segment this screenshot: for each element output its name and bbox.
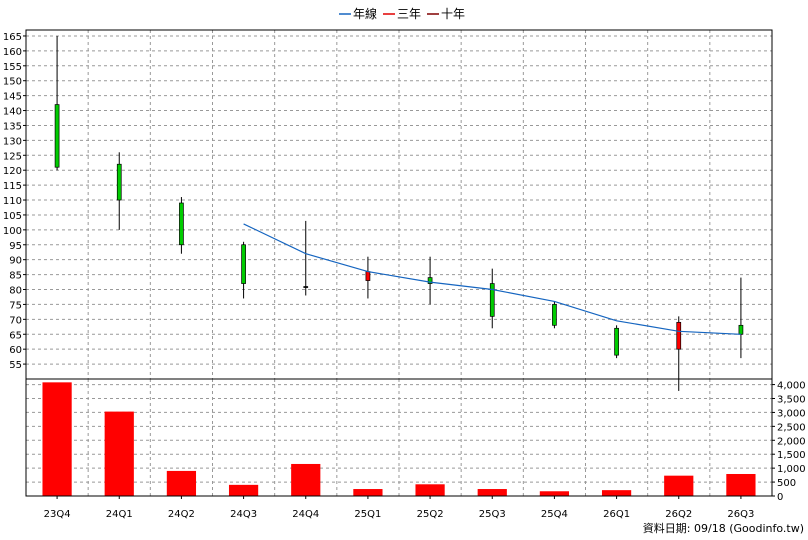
y-tick-label: 130 <box>3 136 22 147</box>
x-tick-label: 25Q1 <box>354 509 381 520</box>
x-tick-label: 23Q4 <box>44 509 71 520</box>
y-tick-label: 60 <box>9 345 22 356</box>
volume-bar <box>664 475 694 496</box>
legend-label: 三年 <box>397 7 421 21</box>
y-tick-label: 125 <box>3 151 22 162</box>
y-tick-label: 105 <box>3 211 22 222</box>
x-tick-label: 26Q2 <box>665 509 692 520</box>
volume-tick-label: 4,000 <box>777 381 806 392</box>
y-tick-label: 55 <box>9 360 22 371</box>
volume-bar <box>415 484 445 496</box>
y-tick-label: 100 <box>3 226 22 237</box>
candle-body <box>365 271 371 281</box>
y-tick-label: 150 <box>3 77 22 88</box>
y-tick-label: 160 <box>3 47 22 58</box>
x-tick-label: 25Q2 <box>417 509 444 520</box>
annual-line <box>243 223 741 335</box>
volume-tick-label: 0 <box>777 492 783 503</box>
candle-body <box>427 277 433 284</box>
volume-bar <box>228 484 259 496</box>
candle-body <box>54 104 60 168</box>
x-tick-label: 24Q1 <box>106 509 133 520</box>
y-tick-label: 135 <box>3 121 22 132</box>
y-tick-label: 145 <box>3 92 22 103</box>
price-grid <box>26 30 772 379</box>
volume-tick-label: 1,500 <box>777 450 806 461</box>
legend-label: 十年 <box>441 7 465 21</box>
y-tick-label: 90 <box>9 256 22 267</box>
legend-label: 年線 <box>353 6 377 21</box>
y-tick-label: 140 <box>3 107 22 118</box>
annual-line-series <box>243 223 741 335</box>
price-y-axis: 55 60 65 70 75 80 85 90 95 100 105 110 115 120 125 130 1… <box>3 32 26 371</box>
volume-tick-label: 1,000 <box>777 464 806 475</box>
volume-bar <box>601 490 632 496</box>
y-tick-label: 155 <box>3 62 22 73</box>
candlesticks <box>54 35 744 391</box>
volume-bar <box>477 489 507 496</box>
x-tick-label: 24Q2 <box>168 509 195 520</box>
candle-body <box>179 202 184 246</box>
volume-bar <box>353 489 383 496</box>
y-tick-label: 85 <box>9 271 22 282</box>
volume-tick-label: 3,000 <box>777 408 806 419</box>
x-tick-label: 26Q1 <box>603 509 630 520</box>
volume-bar <box>726 473 756 496</box>
candle-body <box>738 324 744 335</box>
x-axis: 23Q4 24Q1 24Q2 24Q3 24Q4 25Q1 25Q2 25Q3 25Q4 26Q1… <box>44 496 754 520</box>
y-tick-label: 120 <box>3 166 22 177</box>
volume-bar <box>539 491 570 496</box>
volume-tick-label: 2,000 <box>777 436 806 447</box>
candle-body <box>303 286 309 288</box>
data-date-footer: 資料日期: 09/18 (Goodinfo.tw) <box>643 521 804 535</box>
volume-bars <box>42 382 756 496</box>
candle-body <box>676 321 682 350</box>
y-tick-label: 95 <box>9 241 22 252</box>
x-tick-label: 24Q3 <box>230 509 257 520</box>
volume-bar <box>166 470 197 496</box>
x-tick-label: 24Q4 <box>292 509 319 520</box>
y-tick-label: 70 <box>9 315 22 326</box>
volume-bar <box>104 411 134 496</box>
x-tick-label: 25Q4 <box>541 509 568 520</box>
volume-bar <box>291 463 321 496</box>
candle-body <box>489 283 495 317</box>
y-tick-label: 65 <box>9 330 22 341</box>
volume-grid <box>26 379 772 497</box>
candle-body <box>241 244 246 284</box>
y-tick-label: 110 <box>3 196 22 207</box>
volume-bar <box>42 382 72 496</box>
x-tick-label: 25Q3 <box>479 509 506 520</box>
volume-y-axis: 0 500 1,000 1,500 2,000 2,500 3,000 3,500 4,000 <box>772 381 806 503</box>
y-tick-label: 80 <box>9 286 22 297</box>
candle-body <box>552 304 557 326</box>
y-tick-label: 165 <box>3 32 22 43</box>
candle-body <box>116 163 122 201</box>
candle-body <box>614 327 619 356</box>
volume-tick-label: 3,500 <box>777 395 806 406</box>
volume-tick-label: 500 <box>777 478 796 489</box>
volume-tick-label: 2,500 <box>777 422 806 433</box>
legend: 年線 三年 十年 <box>339 6 465 21</box>
x-tick-label: 26Q3 <box>727 509 754 520</box>
y-tick-label: 115 <box>3 181 22 192</box>
volume-panel-frame <box>25 378 773 497</box>
y-tick-label: 75 <box>9 300 22 311</box>
